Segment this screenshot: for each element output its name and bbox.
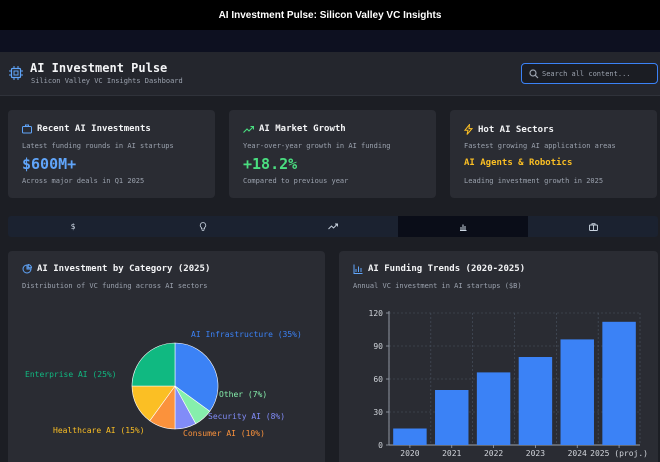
y-tick-label: 30 xyxy=(373,408,383,417)
y-tick-label: 0 xyxy=(378,441,383,450)
card-subtitle: Latest funding rounds in AI startups xyxy=(22,142,174,150)
pie-chart: AI Infrastructure (35%) Other (7%) Securit… xyxy=(25,330,302,438)
card-market-growth: AI Market Growth Year-over-year growth i… xyxy=(229,110,436,198)
card-note: Across major deals in Q1 2025 xyxy=(22,177,145,185)
window-title: AI Investment Pulse: Silicon Valley VC I… xyxy=(218,9,442,21)
chart-title: AI Funding Trends (2020-2025) xyxy=(368,264,526,274)
search-input[interactable] xyxy=(542,67,654,81)
tab-charts[interactable] xyxy=(398,216,528,237)
pie-slice[interactable] xyxy=(174,342,219,412)
bar[interactable] xyxy=(476,372,511,445)
pie-label: Other (7%) xyxy=(219,390,267,399)
pie-chart-icon xyxy=(22,264,32,274)
card-note: Compared to previous year xyxy=(243,177,349,185)
chart-subtitle: Annual VC investment in AI startups ($B) xyxy=(353,282,522,290)
card-title: AI Market Growth xyxy=(259,124,346,134)
card-value: +18.2% xyxy=(243,155,298,173)
cpu-icon xyxy=(9,66,23,80)
tab-trends[interactable] xyxy=(268,216,398,237)
pie-label: Enterprise AI (25%) xyxy=(25,370,117,379)
x-tick-label: 2022 xyxy=(484,449,503,458)
card-subtitle: Fastest growing AI application areas xyxy=(464,142,616,150)
y-tick-label: 90 xyxy=(373,342,383,351)
page-title: AI Investment Pulse xyxy=(30,61,168,75)
card-recent-investments: Recent AI Investments Latest funding rou… xyxy=(8,110,215,198)
pie-label: Security AI (8%) xyxy=(208,412,285,421)
section-tabs: $ xyxy=(8,216,658,237)
top-strip xyxy=(0,30,660,52)
lightning-icon xyxy=(464,124,473,135)
bar-chart: 0 30 60 90 120 2020 2021 2022 2023 2024 2025 (proj… xyxy=(369,309,648,458)
search-box[interactable] xyxy=(521,63,658,84)
panel-category-chart: AI Investment by Category (2025) Distrib… xyxy=(8,251,325,462)
card-title: Recent AI Investments xyxy=(37,124,151,134)
pie-label: Healthcare AI (15%) xyxy=(53,426,145,435)
briefcase-icon xyxy=(588,222,598,231)
lightbulb-icon xyxy=(199,222,207,231)
briefcase-icon xyxy=(22,124,32,134)
search-icon xyxy=(529,69,539,79)
pie-label: AI Infrastructure (35%) xyxy=(191,330,302,339)
panel-funding-trends: AI Funding Trends (2020-2025) Annual VC … xyxy=(339,251,658,462)
trend-icon xyxy=(328,223,338,230)
card-hot-sectors: Hot AI Sectors Fastest growing AI applic… xyxy=(450,110,657,198)
chart-subtitle: Distribution of VC funding across AI sec… xyxy=(22,282,208,290)
card-subtitle: Year-over-year growth in AI funding xyxy=(243,142,391,150)
pie-label: Consumer AI (10%) xyxy=(183,429,265,438)
trending-up-icon xyxy=(243,125,254,133)
bar-chart-icon xyxy=(460,224,467,231)
bar-chart-icon xyxy=(353,264,363,274)
pie-slice[interactable] xyxy=(131,342,176,387)
bar[interactable] xyxy=(435,390,469,445)
tab-insights[interactable] xyxy=(138,216,268,237)
bar[interactable] xyxy=(393,428,427,446)
card-note: Leading investment growth in 2025 xyxy=(464,177,604,185)
x-tick-label: 2023 xyxy=(526,449,545,458)
chart-title: AI Investment by Category (2025) xyxy=(37,264,211,274)
card-title: Hot AI Sectors xyxy=(478,124,554,135)
page-subtitle: Silicon Valley VC Insights Dashboard xyxy=(31,77,183,85)
card-value: AI Agents & Robotics xyxy=(464,158,573,168)
y-tick-label: 120 xyxy=(369,309,384,318)
x-tick-label: 2024 xyxy=(568,449,587,458)
tab-investments[interactable]: $ xyxy=(8,216,138,237)
x-tick-label: 2021 xyxy=(442,449,461,458)
bar[interactable] xyxy=(518,357,553,445)
window-titlebar: AI Investment Pulse: Silicon Valley VC I… xyxy=(0,0,660,30)
x-tick-label: 2020 xyxy=(400,449,419,458)
card-value: $600M+ xyxy=(22,155,77,173)
y-tick-label: 60 xyxy=(373,375,383,384)
bar[interactable] xyxy=(602,321,636,445)
bar[interactable] xyxy=(560,339,594,445)
x-tick-label: 2025 (proj.) xyxy=(590,449,648,458)
app-header: AI Investment Pulse Silicon Valley VC In… xyxy=(0,52,660,96)
dollar-icon: $ xyxy=(70,222,76,231)
tab-portfolio[interactable] xyxy=(528,216,658,237)
